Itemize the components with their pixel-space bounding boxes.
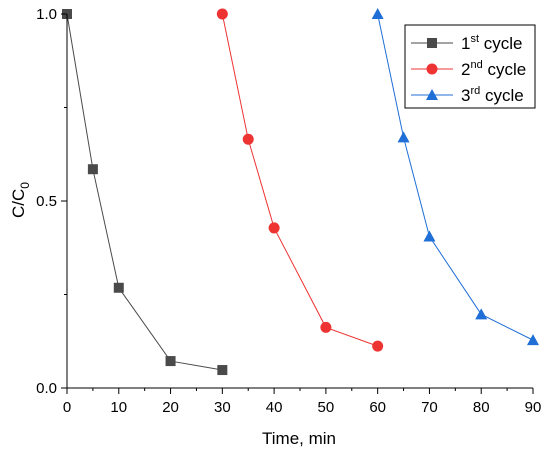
legend-label-cycle-3-text: cycle: [480, 86, 523, 105]
x-tick-label: 20: [162, 399, 179, 416]
x-axis-title: Time, min: [262, 429, 336, 448]
legend-label-cycle-1-number: 1: [461, 34, 470, 53]
legend-item-cycle-3: 3rd cycle: [411, 85, 524, 105]
legend-label-cycle-3-superscript: rd: [470, 85, 480, 97]
legend-label-cycle-3-number: 3: [461, 86, 470, 105]
legend-item-cycle-2: 2nd cycle: [411, 59, 526, 79]
data-point-circle: [268, 222, 280, 234]
legend: 1st cycle 2nd cycle 3rd cycle: [404, 24, 536, 109]
y-axis-title-subscript: 0: [18, 182, 32, 189]
data-point-triangle: [397, 131, 410, 143]
y-axis-title: C/C0: [9, 182, 32, 218]
legend-label-cycle-2-text: cycle: [483, 60, 526, 79]
series-line-cycle-1: [66, 13, 223, 371]
x-tick-label: 50: [318, 399, 335, 416]
y-axis-title-main: C/C: [9, 189, 28, 218]
legend-marker-square: [427, 38, 437, 48]
series-line-cycle-2: [221, 13, 378, 347]
data-point-square: [217, 365, 228, 376]
y-tick-label: 0.0: [36, 380, 57, 397]
legend-label-cycle-1: 1st cycle: [461, 33, 523, 53]
data-point-circle: [242, 133, 254, 145]
data-point-circle: [372, 340, 384, 352]
x-tick-label: 90: [525, 399, 542, 416]
x-tick-label: 40: [266, 399, 283, 416]
legend-item-cycle-1: 1st cycle: [411, 33, 523, 53]
data-point-triangle: [475, 308, 488, 320]
data-point-square: [87, 164, 98, 175]
legend-label-cycle-1-superscript: st: [470, 33, 479, 45]
legend-marker-circle: [426, 63, 438, 75]
data-point-triangle: [371, 8, 384, 19]
y-tick-label: 1.0: [36, 6, 57, 23]
axes: 0 10 20 30 40 50 60 70 80 90 0.0 0.5 1.0: [36, 6, 541, 416]
x-tick-label: 70: [421, 399, 438, 416]
data-point-triangle: [527, 334, 539, 346]
x-tick-label: 80: [473, 399, 490, 416]
legend-label-cycle-2-superscript: nd: [470, 59, 482, 71]
legend-marker-triangle: [426, 89, 438, 100]
x-tick-label: 60: [369, 399, 386, 416]
legend-box: [404, 24, 536, 109]
legend-label-cycle-3: 3rd cycle: [461, 85, 524, 105]
y-tick-label: 0.5: [36, 193, 57, 210]
data-point-square: [165, 356, 176, 367]
x-tick-label: 10: [110, 399, 127, 416]
x-tick-label: 0: [63, 399, 71, 416]
data-point-circle: [216, 8, 228, 20]
legend-label-cycle-2-number: 2: [461, 60, 470, 79]
data-point-square: [113, 282, 124, 293]
legend-label-cycle-1-text: cycle: [479, 34, 522, 53]
data-point-circle: [320, 321, 332, 333]
x-tick-label: 30: [214, 399, 231, 416]
legend-label-cycle-2: 2nd cycle: [461, 59, 526, 79]
plot-area: [62, 8, 539, 376]
data-point-triangle: [423, 230, 436, 242]
